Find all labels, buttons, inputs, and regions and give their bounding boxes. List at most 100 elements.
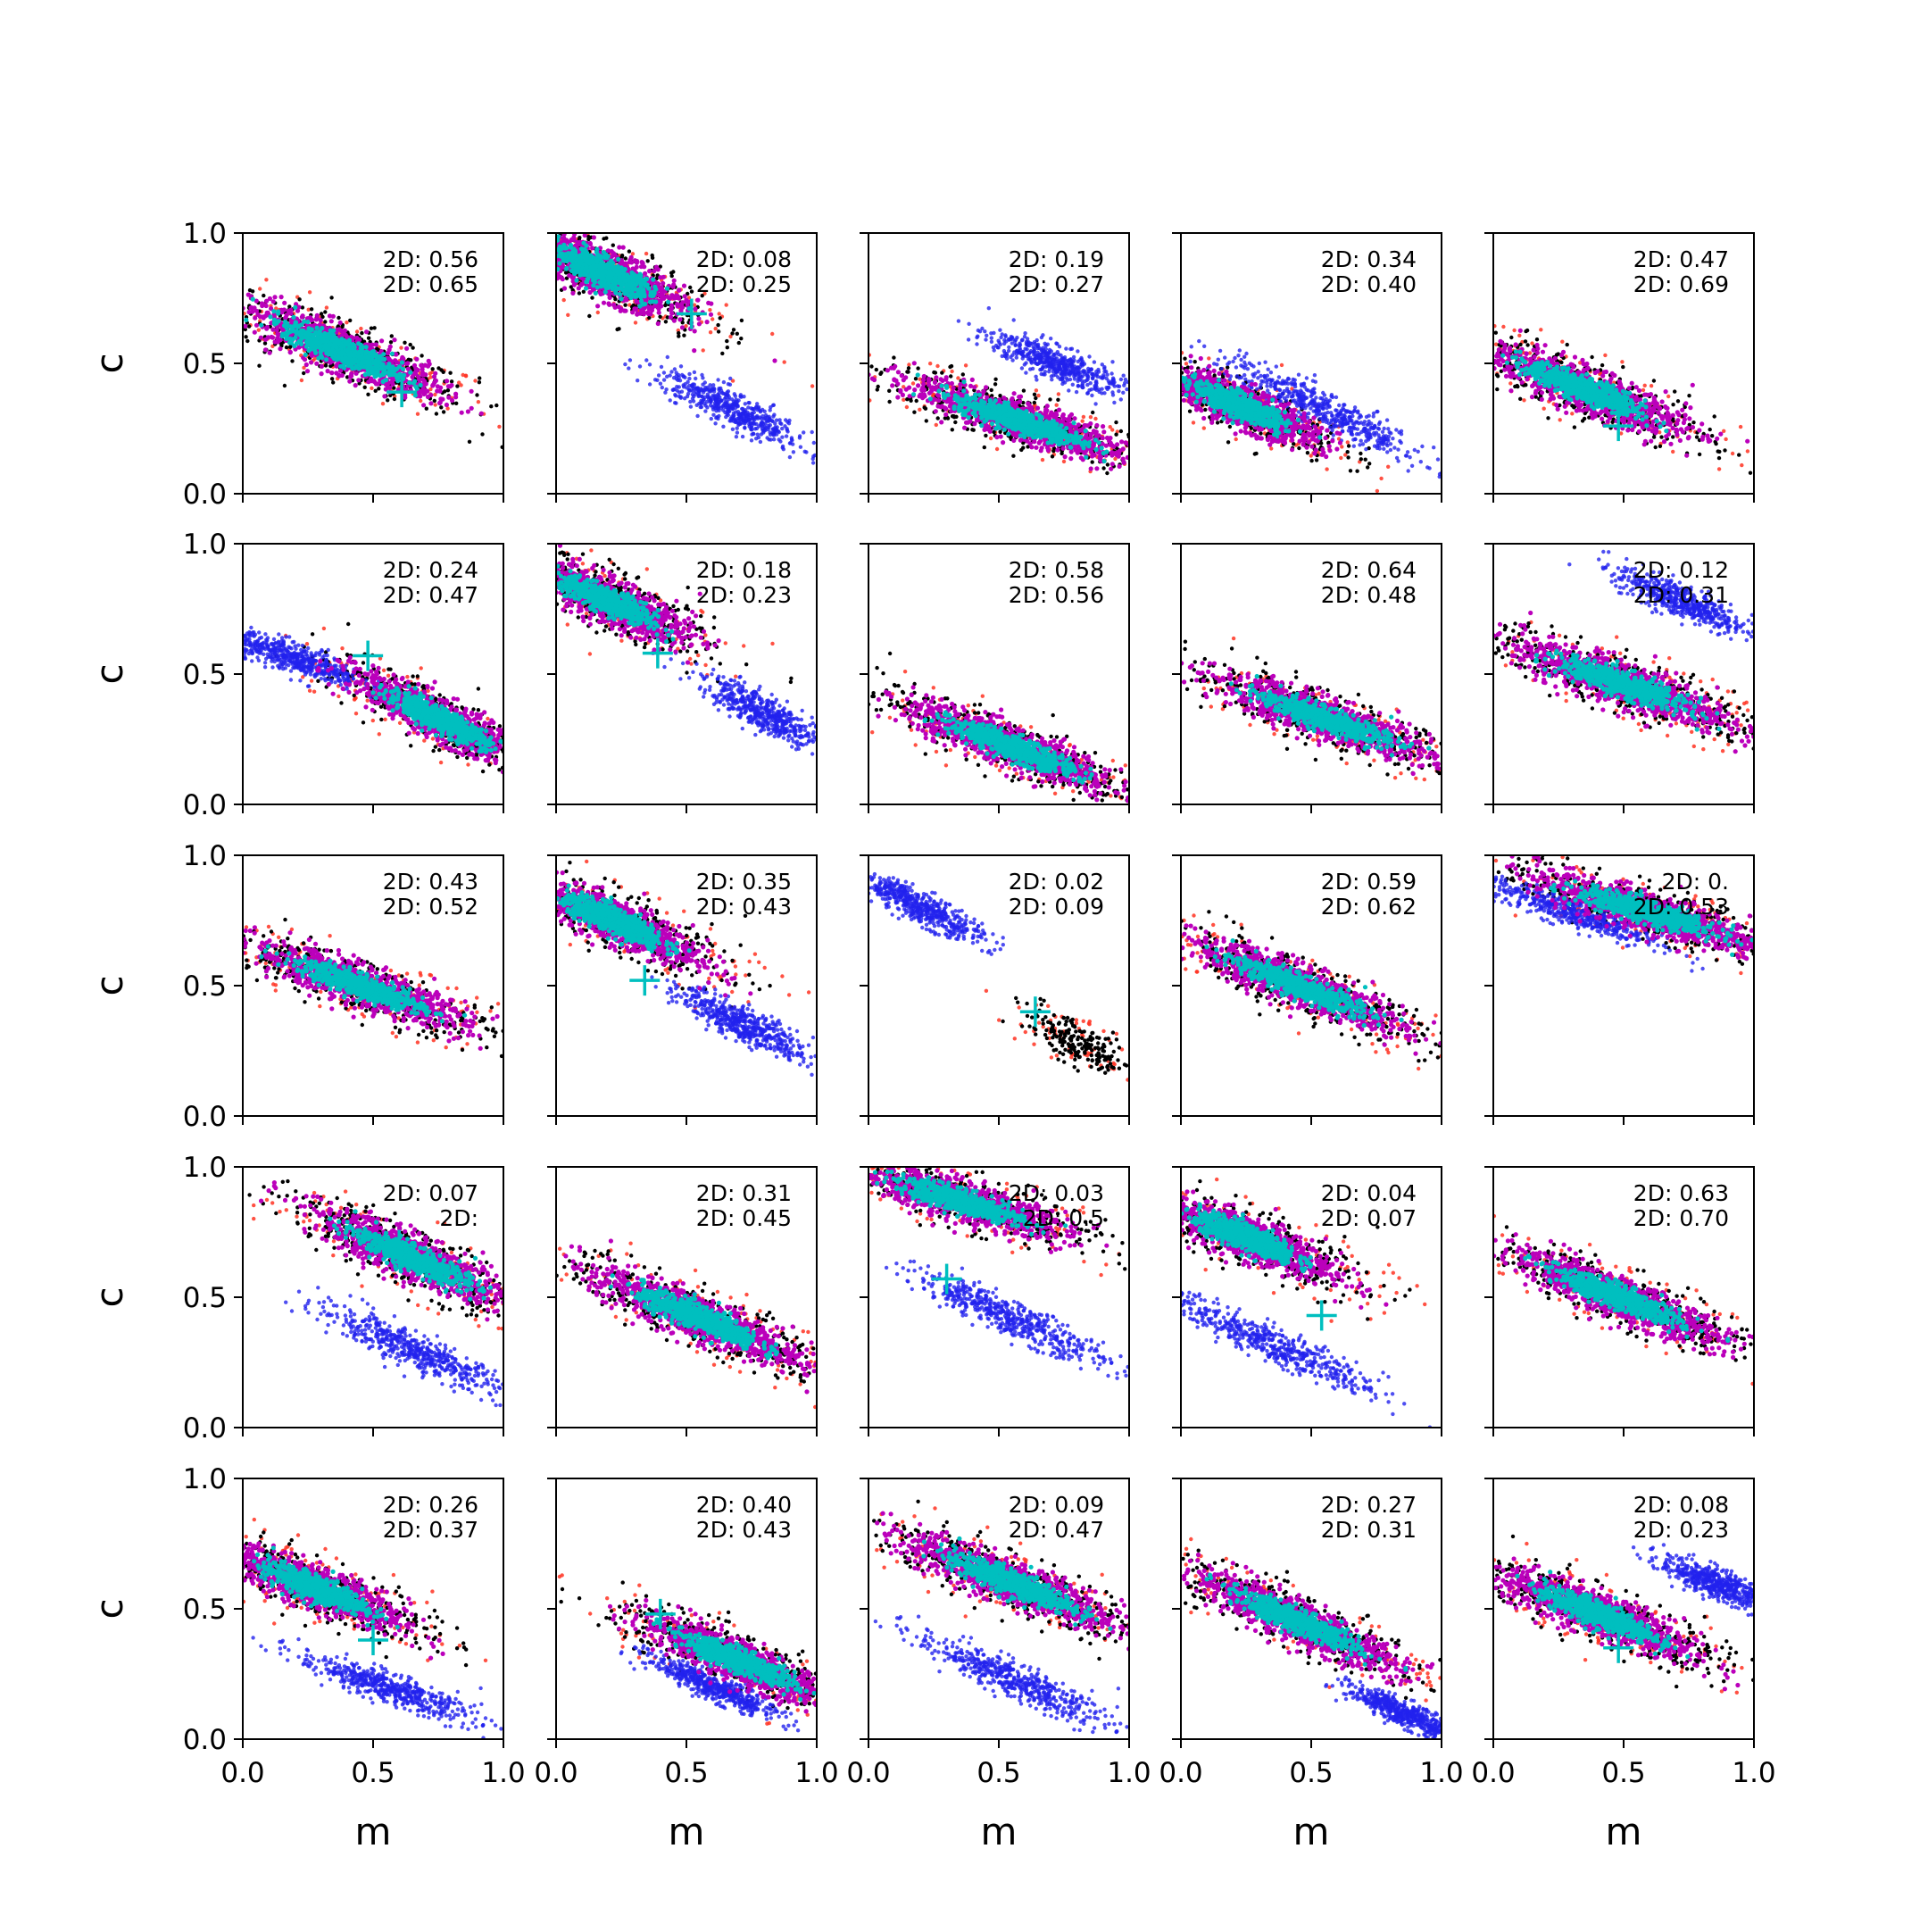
scatter-point <box>569 243 573 247</box>
scatter-point <box>653 378 657 381</box>
scatter-point <box>624 262 628 266</box>
scatter-point <box>677 373 680 377</box>
scatter-point <box>709 330 712 334</box>
scatter-point <box>313 351 318 355</box>
scatter-point <box>990 388 993 392</box>
scatter-point <box>995 447 999 451</box>
scatter-point <box>297 297 301 301</box>
scatter-point <box>775 432 778 436</box>
scatter-point <box>479 412 484 416</box>
scatter-point <box>733 417 736 421</box>
scatter-point <box>677 287 681 292</box>
scatter-point <box>400 355 404 360</box>
scatter-point <box>353 383 358 387</box>
scatter-point <box>323 310 327 313</box>
scatter-point <box>714 402 718 405</box>
scatter-point <box>251 297 255 302</box>
scatter-point <box>641 261 645 265</box>
scatter-point <box>331 380 335 384</box>
scatter-point <box>442 410 445 413</box>
scatter-point <box>590 296 594 299</box>
scatter-point <box>688 388 692 392</box>
scatter-point <box>581 241 586 246</box>
scatter-point <box>389 340 393 344</box>
scatter-point <box>695 414 699 418</box>
scatter-point <box>783 360 786 363</box>
scatter-point <box>639 287 644 292</box>
scatter-point <box>669 370 673 373</box>
scatter-point <box>887 400 891 404</box>
scatter-point <box>666 355 669 359</box>
scatter-point <box>302 320 306 324</box>
scatter-point <box>613 291 618 296</box>
scatter-point <box>780 436 784 439</box>
scatter-point <box>682 375 686 379</box>
scatter-point <box>263 313 268 318</box>
scatter-point <box>700 373 703 377</box>
scatter-point <box>685 386 688 389</box>
scatter-point <box>377 387 380 390</box>
scatter-point <box>765 419 769 422</box>
scatter-point <box>300 315 304 320</box>
scatter-point <box>759 440 762 444</box>
scatter-point <box>475 393 478 396</box>
scatter-point <box>785 434 788 437</box>
scatter-point <box>777 437 781 441</box>
scatter-point <box>711 413 715 417</box>
scatter-point <box>440 397 445 402</box>
scatter-point <box>713 421 717 425</box>
scatter-point <box>761 430 765 434</box>
scatter-point <box>478 376 481 379</box>
scatter-point <box>998 394 1001 397</box>
scatter-point <box>611 285 615 289</box>
scatter-point <box>628 358 632 362</box>
scatter-point <box>712 387 716 390</box>
scatter-point <box>319 350 323 354</box>
scatter-point <box>290 359 294 362</box>
scatter-point <box>571 236 576 240</box>
scatter-point <box>587 290 592 295</box>
scatter-point <box>448 371 452 375</box>
scatter-point <box>575 266 579 271</box>
scatter-point <box>245 339 249 343</box>
scatter-point <box>682 284 686 288</box>
scatter-point <box>433 371 437 376</box>
scatter-point <box>635 312 639 317</box>
scatter-point <box>730 331 734 335</box>
scatter-point <box>413 393 418 397</box>
scatter-point <box>562 298 566 302</box>
scatter-point <box>743 426 746 429</box>
scatter-point <box>271 309 276 313</box>
scatter-point <box>363 386 367 389</box>
scatter-point <box>1021 446 1025 449</box>
scatter-point <box>906 370 910 373</box>
scatter-point <box>598 254 602 258</box>
scatter-point <box>733 392 736 396</box>
scatter-point <box>679 364 683 368</box>
scatter-point <box>953 421 957 424</box>
scatter-point <box>309 360 313 364</box>
scatter-point <box>1022 388 1026 392</box>
scatter-point <box>705 320 710 324</box>
scatter-point <box>390 352 395 356</box>
scatter-point <box>602 264 606 269</box>
scatter-point <box>326 346 330 350</box>
scatter-point <box>312 333 316 337</box>
scatter-point <box>473 379 477 382</box>
scatter-point <box>780 427 784 430</box>
scatter-point <box>769 437 772 441</box>
scatter-point <box>750 425 753 429</box>
scatter-point <box>639 281 644 286</box>
scatter-point <box>283 384 287 387</box>
scatter-point <box>675 302 679 306</box>
scatter-point <box>1101 466 1105 470</box>
scatter-point <box>315 313 320 318</box>
scatter-point <box>470 389 474 394</box>
scatter-point <box>710 417 713 421</box>
scatter-point <box>722 380 726 384</box>
scatter-point <box>347 379 352 384</box>
scatter-point <box>383 371 387 375</box>
scatter-point <box>598 273 602 278</box>
scatter-point <box>268 314 272 319</box>
